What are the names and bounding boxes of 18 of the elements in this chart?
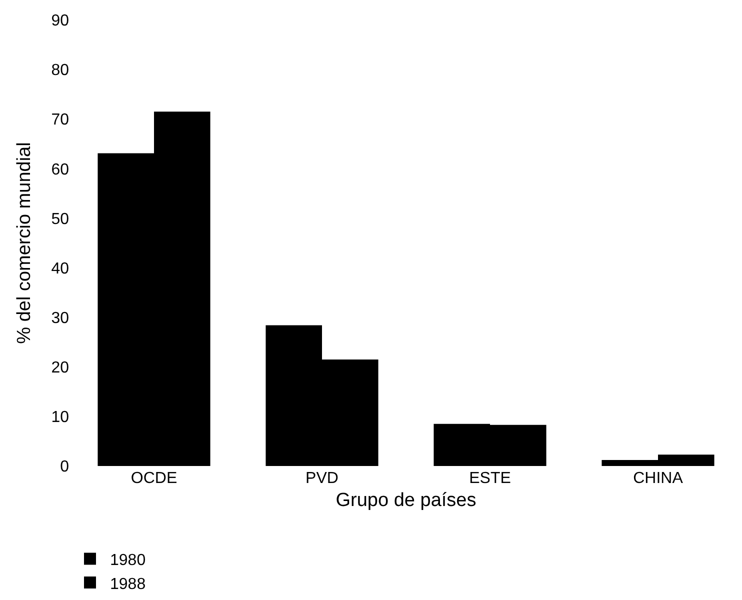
y-tick-label: 70 [51,112,70,129]
y-tick-label: 50 [51,210,70,228]
y-tick-label: 40 [51,260,70,278]
legend-label: 1988 [110,576,146,593]
y-tick-label: 90 [51,12,70,30]
y-axis-title: % del comercio mundial [14,142,36,344]
y-tick-label: 10 [51,409,70,426]
y-tick-label: 0 [60,458,70,476]
y-tick-label: 20 [51,359,70,376]
y-tick-label: 30 [51,310,70,327]
y-tick-label: 60 [51,161,70,178]
x-axis-title: Grupo de países [336,490,476,511]
x-tick-label: PVD [306,470,338,487]
legend-label: 1980 [110,552,146,569]
x-tick-label: ESTE [469,470,511,487]
y-tick-label: 80 [51,62,70,80]
x-tick-label: CHINA [633,470,684,487]
x-tick-label: OCDE [130,470,178,487]
